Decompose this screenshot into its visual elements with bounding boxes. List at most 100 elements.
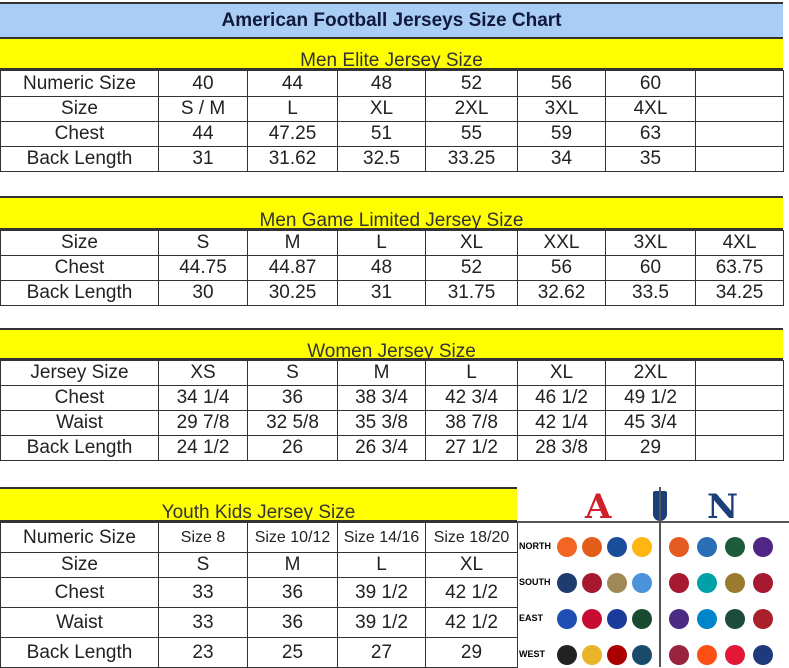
table-cell: 47.25 <box>247 121 338 147</box>
team-logo-icon <box>607 573 627 593</box>
row-label: Numeric Size <box>0 522 159 553</box>
table-cell: 38 7/8 <box>425 410 518 436</box>
table-cell: M <box>337 360 426 386</box>
table-cell: 34 1/4 <box>158 385 248 411</box>
table-cell: 44 <box>158 121 248 147</box>
table-cell: 46 1/2 <box>517 385 606 411</box>
table-row: Jersey Size XS S M L XL 2XL <box>0 360 784 386</box>
table-cell: 34.25 <box>695 280 784 306</box>
table-cell: S <box>247 360 338 386</box>
nfc-logo: N <box>707 487 739 527</box>
table-row: Numeric Size Size 8 Size 10/12 Size 14/16 Si… <box>0 522 518 553</box>
row-label: Back Length <box>0 435 159 461</box>
table-cell: 36 <box>247 577 338 608</box>
table-cell: 4XL <box>695 230 784 256</box>
table-cell: 24 1/2 <box>158 435 248 461</box>
team-logo-icon <box>697 537 717 557</box>
table-cell: 45 3/4 <box>605 410 696 436</box>
table-row: Back Length 31 31.62 32.5 33.25 34 35 <box>0 146 784 172</box>
table-cell: 36 <box>247 385 338 411</box>
table-cell: 34 <box>517 146 606 172</box>
team-logo-icon <box>753 645 773 665</box>
section-3: Youth Kids Jersey Size Numeric Size Size 8… <box>0 487 518 668</box>
row-label: Back Length <box>0 146 159 172</box>
table-cell: 23 <box>158 637 248 668</box>
table-cell: 48 <box>337 70 426 97</box>
size-table: Numeric Size 40 44 48 52 56 60 Size S / M L XL 2XL 3… <box>0 70 784 172</box>
nfl-logos-panel: A N NORTH SOUTH EAST WEST <box>517 487 789 667</box>
table-cell: 25 <box>247 637 338 668</box>
table-row: Chest 33 36 39 1/2 42 1/2 <box>0 577 518 608</box>
table-cell: 27 1/2 <box>425 435 518 461</box>
table-cell: 55 <box>425 121 518 147</box>
table-cell: 44 <box>247 70 338 97</box>
table-cell: 31.62 <box>247 146 338 172</box>
divider <box>517 521 789 523</box>
team-logo-icon <box>725 645 745 665</box>
table-cell: XL <box>425 230 518 256</box>
team-logo-icon <box>582 645 602 665</box>
table-row: Back Length 30 30.25 31 31.75 32.62 33.5 34.25 <box>0 280 784 306</box>
section-0: Men Elite Jersey Size Numeric Size 40 44 48 5… <box>0 37 784 172</box>
section-heading: Men Elite Jersey Size <box>0 37 783 70</box>
table-cell: 44.75 <box>158 255 248 281</box>
table-cell: 32.62 <box>517 280 606 306</box>
table-cell: 42 3/4 <box>425 385 518 411</box>
table-cell: 44.87 <box>247 255 338 281</box>
table-cell: 32 5/8 <box>247 410 338 436</box>
table-cell: Size 10/12 <box>247 522 338 553</box>
table-cell: 60 <box>605 255 696 281</box>
table-cell: XL <box>517 360 606 386</box>
table-cell <box>695 410 784 436</box>
team-logo-icon <box>697 645 717 665</box>
team-logo-icon <box>669 537 689 557</box>
table-cell: S <box>158 552 248 578</box>
team-logo-icon <box>607 609 627 629</box>
table-cell: 63 <box>605 121 696 147</box>
division-label: SOUTH <box>519 577 551 587</box>
table-cell: 27 <box>337 637 426 668</box>
team-logo-icon <box>725 537 745 557</box>
table-cell: 42 1/2 <box>425 607 518 638</box>
row-label: Chest <box>0 577 159 608</box>
table-cell: 31 <box>337 280 426 306</box>
afc-logo: A <box>585 487 612 527</box>
table-cell: M <box>247 230 338 256</box>
division-label: NORTH <box>519 541 551 551</box>
table-cell: Size 14/16 <box>337 522 426 553</box>
table-cell: 29 <box>605 435 696 461</box>
table-cell: 60 <box>605 70 696 97</box>
team-logo-icon <box>582 537 602 557</box>
table-cell: S / M <box>158 96 248 122</box>
table-row: Back Length 24 1/2 26 26 3/4 27 1/2 28 3/8 29 <box>0 435 784 461</box>
team-logo-icon <box>669 609 689 629</box>
team-logo-icon <box>632 609 652 629</box>
table-cell: 56 <box>517 255 606 281</box>
size-table: Jersey Size XS S M L XL 2XL Chest 34 1/4 36 38 3/4… <box>0 360 784 461</box>
team-logo-icon <box>607 537 627 557</box>
table-row: Waist 33 36 39 1/2 42 1/2 <box>0 607 518 638</box>
table-cell: 36 <box>247 607 338 638</box>
table-cell: 29 7/8 <box>158 410 248 436</box>
table-cell: L <box>337 552 426 578</box>
row-label: Size <box>0 552 159 578</box>
row-label: Waist <box>0 410 159 436</box>
row-label: Chest <box>0 255 159 281</box>
team-logo-icon <box>725 573 745 593</box>
team-logo-icon <box>607 645 627 665</box>
table-row: Numeric Size 40 44 48 52 56 60 <box>0 70 784 97</box>
row-label: Chest <box>0 121 159 147</box>
table-cell: 4XL <box>605 96 696 122</box>
table-cell: 35 3/8 <box>337 410 426 436</box>
table-cell: 31.75 <box>425 280 518 306</box>
table-cell: M <box>247 552 338 578</box>
row-label: Chest <box>0 385 159 411</box>
table-row: Chest 34 1/4 36 38 3/4 42 3/4 46 1/2 49 1/2 <box>0 385 784 411</box>
team-logo-icon <box>697 609 717 629</box>
table-cell: 42 1/4 <box>517 410 606 436</box>
size-table: Size S M L XL XXL 3XL 4XL Chest 44.75 44.87 48 52 56 6… <box>0 230 784 306</box>
table-cell: 26 <box>247 435 338 461</box>
section-2: Women Jersey Size Jersey Size XS S M L XL 2XL Ch… <box>0 328 784 461</box>
divider <box>659 487 661 667</box>
team-logo-icon <box>582 609 602 629</box>
